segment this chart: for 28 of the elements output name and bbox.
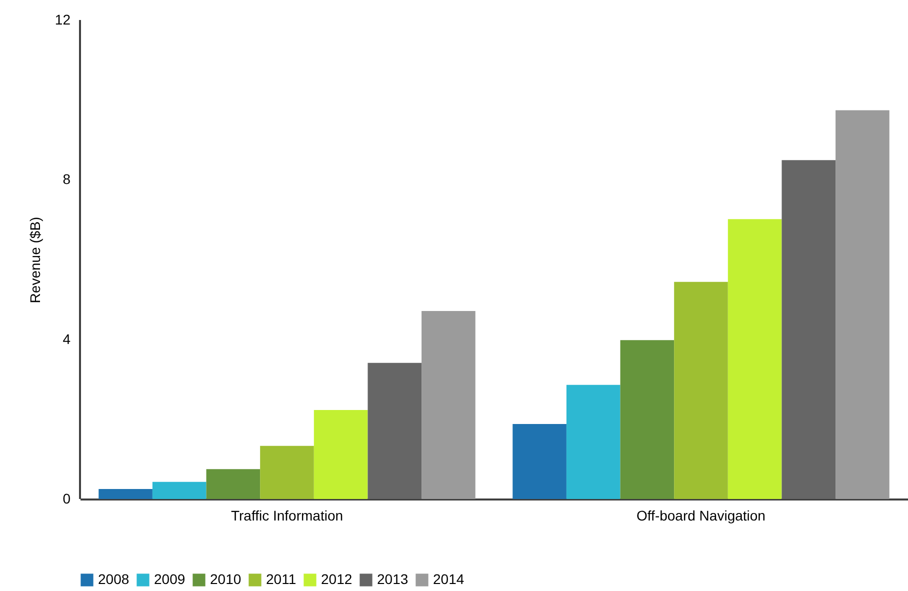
bar — [620, 340, 674, 499]
y-tick-label: 4 — [62, 330, 71, 347]
bar — [422, 310, 476, 499]
legend-label: 2011 — [266, 571, 296, 587]
bar — [368, 362, 422, 499]
bar — [782, 160, 836, 499]
x-tick-label: Traffic Information — [230, 508, 344, 524]
legend-label: 2010 — [210, 571, 242, 587]
bar — [314, 410, 368, 499]
legend-label: 2008 — [98, 571, 130, 587]
bar — [728, 219, 782, 499]
bar — [206, 469, 260, 499]
legend-label: 2012 — [321, 571, 352, 587]
bar — [836, 110, 890, 499]
legend-label: 2009 — [154, 571, 186, 587]
y-tick-label: 12 — [54, 12, 71, 28]
bar — [98, 489, 152, 499]
y-tick-label: 8 — [62, 171, 71, 188]
bar — [566, 384, 620, 499]
legend-label: 2014 — [433, 571, 464, 587]
bar — [512, 424, 566, 499]
bar — [260, 446, 314, 499]
y-axis-title: Revenue ($B) — [26, 216, 43, 304]
y-tick-label: 0 — [62, 490, 71, 506]
x-tick-label: Off-board Navigation — [636, 508, 766, 524]
bar — [152, 482, 206, 499]
legend-label: 2013 — [377, 571, 408, 587]
bar — [674, 282, 728, 499]
